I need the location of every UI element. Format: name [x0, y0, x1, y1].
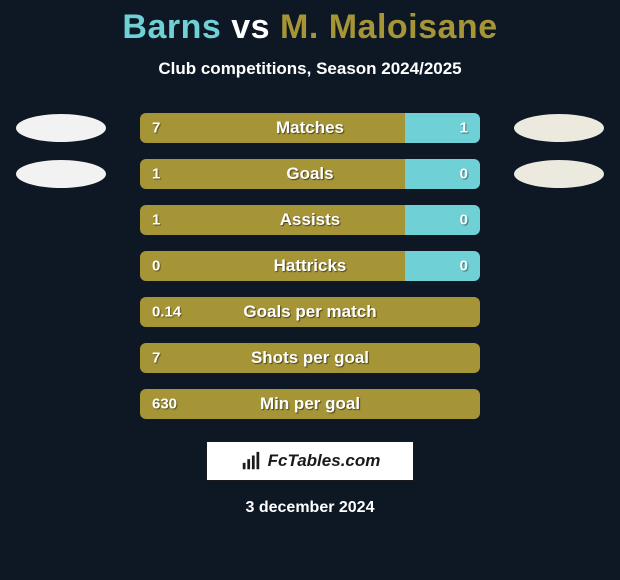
stat-bar: 0.14Goals per match: [140, 297, 480, 327]
segment-player-a: 0: [140, 251, 405, 281]
stat-bar: 71Matches: [140, 113, 480, 143]
value-player-a: 1: [152, 166, 160, 183]
value-player-b: 0: [460, 258, 468, 275]
value-player-a: 0.14: [152, 304, 181, 321]
value-player-b: 0: [460, 212, 468, 229]
vs-word: vs: [231, 8, 270, 46]
subtitle: Club competitions, Season 2024/2025: [158, 59, 461, 79]
value-player-a: 1: [152, 212, 160, 229]
segment-player-b: 0: [405, 159, 480, 189]
logo-text: FcTables.com: [268, 451, 381, 471]
segment-player-b: 0: [405, 205, 480, 235]
player-a-name: Barns: [122, 8, 221, 46]
page-title: Barns vs M. Maloisane: [122, 8, 497, 47]
value-player-b: 1: [460, 120, 468, 137]
stat-bar: 00Hattricks: [140, 251, 480, 281]
segment-player-b: 0: [405, 251, 480, 281]
team-badge-left: [16, 114, 106, 142]
stat-row: 7Shots per goal: [0, 343, 620, 373]
stat-row: 630Min per goal: [0, 389, 620, 419]
stat-bar: 10Assists: [140, 205, 480, 235]
bar-chart-icon: [240, 450, 262, 472]
date-text: 3 december 2024: [246, 499, 375, 517]
team-badge-left: [16, 160, 106, 188]
segment-player-a: 1: [140, 205, 405, 235]
team-badge-right: [514, 160, 604, 188]
value-player-a: 7: [152, 350, 160, 367]
stat-rows: 71Matches10Goals10Assists00Hattricks0.14…: [0, 113, 620, 419]
stat-row: 00Hattricks: [0, 251, 620, 281]
value-player-b: 0: [460, 166, 468, 183]
stat-row: 71Matches: [0, 113, 620, 143]
segment-player-a: 7: [140, 113, 405, 143]
stat-bar: 7Shots per goal: [140, 343, 480, 373]
stat-bar: 10Goals: [140, 159, 480, 189]
segment-player-a: 7: [140, 343, 480, 373]
stat-row: 0.14Goals per match: [0, 297, 620, 327]
segment-player-a: 630: [140, 389, 480, 419]
stat-row: 10Assists: [0, 205, 620, 235]
team-badge-right: [514, 114, 604, 142]
segment-player-a: 0.14: [140, 297, 480, 327]
segment-player-a: 1: [140, 159, 405, 189]
value-player-a: 630: [152, 396, 177, 413]
comparison-card: Barns vs M. Maloisane Club competitions,…: [0, 0, 620, 580]
value-player-a: 0: [152, 258, 160, 275]
logo-box: FcTables.com: [206, 441, 414, 481]
value-player-a: 7: [152, 120, 160, 137]
player-b-name: M. Maloisane: [280, 8, 498, 46]
segment-player-b: 1: [405, 113, 480, 143]
stat-bar: 630Min per goal: [140, 389, 480, 419]
stat-row: 10Goals: [0, 159, 620, 189]
